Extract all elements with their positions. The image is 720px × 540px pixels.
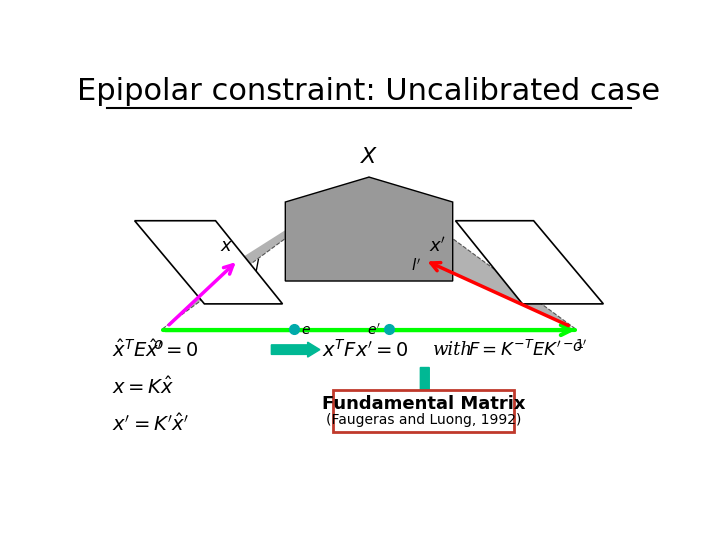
- FancyBboxPatch shape: [333, 390, 514, 431]
- Polygon shape: [163, 177, 369, 329]
- Polygon shape: [369, 177, 575, 329]
- Text: $o$: $o$: [153, 338, 163, 352]
- Polygon shape: [456, 221, 603, 304]
- Text: $x^T F x^{\prime} = 0$: $x^T F x^{\prime} = 0$: [322, 339, 408, 361]
- Text: $e$: $e$: [302, 323, 312, 337]
- Text: $l'$: $l'$: [411, 257, 421, 274]
- Text: $x^{\prime} = K^{\prime}\hat{x}^{\prime}$: $x^{\prime} = K^{\prime}\hat{x}^{\prime}…: [112, 414, 189, 435]
- Text: $F = K^{-T} E K^{\prime -1}$: $F = K^{-T} E K^{\prime -1}$: [468, 340, 585, 360]
- Text: (Faugeras and Luong, 1992): (Faugeras and Luong, 1992): [325, 413, 521, 427]
- FancyArrow shape: [416, 368, 433, 404]
- FancyArrow shape: [271, 342, 320, 357]
- Text: $o'$: $o'$: [572, 338, 588, 355]
- Text: $e'$: $e'$: [367, 322, 381, 338]
- Polygon shape: [135, 221, 282, 304]
- Text: $l$: $l$: [254, 258, 261, 274]
- Text: $x$: $x$: [220, 237, 233, 255]
- Text: Epipolar constraint: Uncalibrated case: Epipolar constraint: Uncalibrated case: [78, 77, 660, 106]
- Polygon shape: [285, 177, 453, 281]
- Text: with: with: [433, 341, 473, 359]
- Text: $x = K\hat{x}$: $x = K\hat{x}$: [112, 376, 175, 398]
- Text: $\hat{x}^T E \hat{x}^{\prime} = 0$: $\hat{x}^T E \hat{x}^{\prime} = 0$: [112, 339, 199, 361]
- Text: $x'$: $x'$: [429, 236, 446, 255]
- Text: $X$: $X$: [360, 146, 378, 168]
- Text: Fundamental Matrix: Fundamental Matrix: [322, 395, 525, 413]
